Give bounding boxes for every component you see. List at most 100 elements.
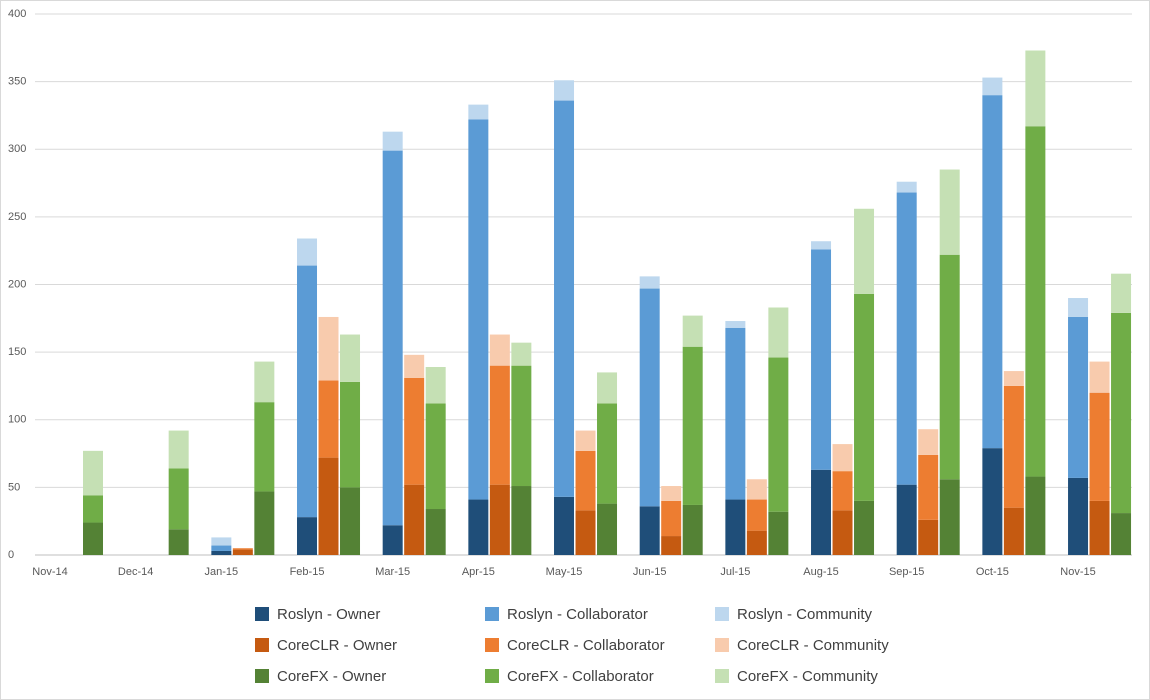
bar-segment [768, 357, 789, 512]
bar-segment [1003, 371, 1024, 386]
bar-segment [661, 500, 682, 537]
x-tick-label: Sep-15 [889, 566, 924, 578]
bar-segment [597, 372, 618, 404]
bar-segment [918, 429, 939, 455]
bar-segment [896, 181, 917, 193]
bar-segment [232, 548, 253, 550]
bar-segment [939, 169, 960, 255]
bar-segment [468, 104, 489, 120]
bar-segment [382, 525, 403, 555]
bar-segment [489, 334, 510, 366]
bar-segment [982, 95, 1003, 449]
x-tick-label: Nov-15 [1060, 566, 1095, 578]
bar-segment [746, 499, 767, 531]
bar-segment [768, 511, 789, 555]
bar-segment [982, 77, 1003, 96]
bar-segment [340, 381, 361, 488]
bar-segment [1025, 50, 1046, 127]
x-tick-label: Jun-15 [633, 566, 667, 578]
bar-segment [661, 486, 682, 501]
bar-segment [83, 522, 103, 555]
bar-segment [297, 238, 318, 266]
bar-segment [939, 479, 960, 555]
bar-segment [511, 486, 532, 555]
bar-segment [597, 403, 618, 504]
legend-label: Roslyn - Community [737, 606, 873, 623]
bar-segment [489, 484, 510, 555]
x-tick-label: Jul-15 [720, 566, 750, 578]
bar-segment [1068, 316, 1089, 478]
bar-segment [597, 503, 618, 555]
bar-segment [168, 468, 189, 530]
x-tick-label: Dec-14 [118, 566, 153, 578]
bar-segment [832, 444, 853, 472]
bar-segment [811, 249, 832, 470]
bar-segment [575, 430, 596, 451]
y-tick-label: 400 [8, 8, 26, 20]
bar-segment [982, 448, 1003, 555]
legend-swatch [715, 669, 729, 683]
bar-segment [1089, 392, 1110, 501]
bar-segment [1111, 513, 1132, 555]
legend-label: Roslyn - Collaborator [507, 606, 648, 623]
bar-segment [1089, 500, 1110, 555]
bar-segment [832, 471, 853, 511]
bar-segment [318, 457, 339, 555]
legend-swatch [255, 638, 269, 652]
bar-segment [554, 496, 575, 555]
bar-segment [254, 491, 275, 555]
bar-segment [318, 316, 339, 381]
bar-segment [896, 192, 917, 485]
bar-segment [682, 315, 703, 347]
bar-segment [232, 549, 253, 555]
bar-segment [297, 517, 318, 555]
bar-segment [1111, 273, 1132, 313]
bar-segment [639, 288, 660, 507]
legend-label: CoreCLR - Collaborator [507, 637, 665, 654]
bar-segment [1111, 312, 1132, 514]
y-tick-label: 200 [8, 278, 26, 290]
bar-segment [211, 545, 232, 551]
bar-segment [489, 365, 510, 485]
bar-segment [83, 450, 103, 496]
bar-segment [211, 550, 232, 555]
x-tick-label: Aug-15 [803, 566, 838, 578]
bar-segment [1003, 507, 1024, 555]
y-tick-label: 150 [8, 346, 26, 358]
bar-segment [1003, 385, 1024, 508]
bar-segment [918, 454, 939, 520]
bar-segment [939, 254, 960, 480]
legend-swatch [485, 638, 499, 652]
bar-segment [575, 450, 596, 511]
bar-segment [918, 519, 939, 555]
bar-segment [1025, 476, 1046, 555]
bar-segment [83, 495, 103, 523]
bar-segment [340, 334, 361, 382]
bar-segment [639, 276, 660, 289]
legend-label: Roslyn - Owner [277, 606, 380, 623]
bar-segment [575, 510, 596, 555]
bar-segment [725, 321, 746, 328]
x-tick-label: May-15 [546, 566, 583, 578]
bar-segment [1025, 126, 1046, 477]
bar-segment [425, 403, 446, 510]
y-tick-label: 50 [8, 481, 20, 493]
bar-segment [511, 342, 532, 366]
bar-segment [297, 265, 318, 518]
bar-segment [725, 499, 746, 555]
legend: Roslyn - Owner Roslyn - Collaborator Rosly… [255, 606, 889, 685]
bar-segment [1068, 477, 1089, 555]
bar-segment [404, 377, 425, 485]
x-tick-label: Apr-15 [462, 566, 495, 578]
x-tick-label: Nov-14 [32, 566, 67, 578]
y-tick-label: 0 [8, 549, 14, 561]
bar-segment [425, 367, 446, 404]
bar-segment [404, 354, 425, 378]
bar-segment [554, 80, 575, 101]
x-tick-label: Mar-15 [375, 566, 410, 578]
bar-segment [340, 487, 361, 555]
legend-label: CoreCLR - Owner [277, 637, 397, 654]
bar-segment [854, 500, 875, 555]
